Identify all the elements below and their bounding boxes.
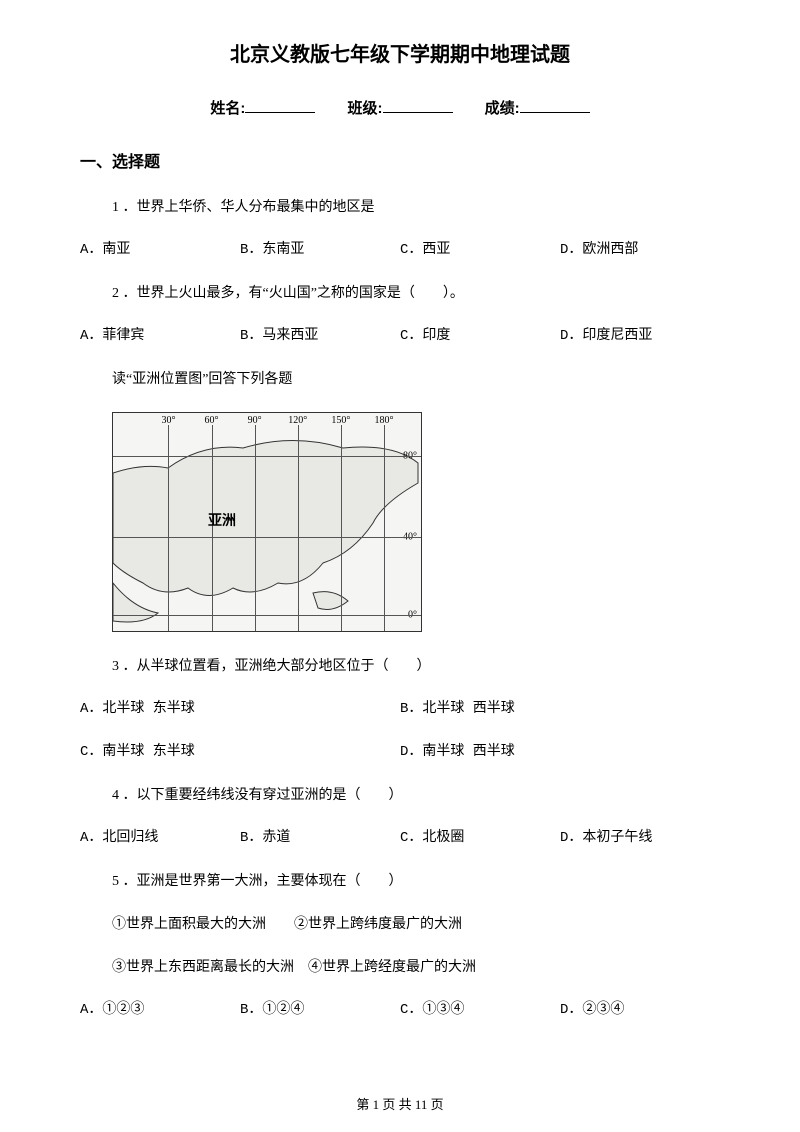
question-4: 4 ．以下重要经纬线没有穿过亚洲的是（ ） (80, 785, 720, 806)
question-2: 2 ．世界上火山最多，有“火山国”之称的国家是（ ）。 (80, 283, 720, 304)
q5-opt-c[interactable]: C．①③④ (400, 1000, 560, 1021)
score-blank[interactable] (520, 98, 590, 113)
class-label: 班级: (348, 100, 383, 117)
class-blank[interactable] (383, 98, 453, 113)
q3-opt-c[interactable]: C．南半球 东半球 (80, 742, 400, 763)
section-heading-1: 一、选择题 (80, 151, 720, 175)
question-5: 5 ．亚洲是世界第一大洲，主要体现在（ ） (80, 871, 720, 892)
gridline-h (113, 456, 421, 457)
q1-opt-c[interactable]: C．西亚 (400, 240, 560, 261)
q2-opt-d[interactable]: D．印度尼西亚 (560, 326, 720, 347)
q5-opt-b[interactable]: B．①②④ (240, 1000, 400, 1021)
question-1: 1 ．世界上华侨、华人分布最集中的地区是 (80, 197, 720, 218)
question-2-options: A．菲律宾 B．马来西亚 C．印度 D．印度尼西亚 (80, 326, 720, 347)
q1-opt-d[interactable]: D．欧洲西部 (560, 240, 720, 261)
q4-opt-d[interactable]: D．本初子午线 (560, 828, 720, 849)
asia-map-figure: 30° 60° 90° 120° 150° 180° 80° 40° 0° 亚洲 (112, 412, 422, 632)
q2-opt-b[interactable]: B．马来西亚 (240, 326, 400, 347)
name-label: 姓名: (210, 100, 245, 117)
q2-opt-c[interactable]: C．印度 (400, 326, 560, 347)
q3-opt-a[interactable]: A．北半球 东半球 (80, 699, 400, 720)
name-blank[interactable] (245, 98, 315, 113)
asia-landmass-svg (113, 413, 422, 632)
q2-opt-a[interactable]: A．菲律宾 (80, 326, 240, 347)
q3-opt-b[interactable]: B．北半球 西半球 (400, 699, 720, 720)
exam-title: 北京义教版七年级下学期期中地理试题 (80, 40, 720, 70)
question-5-line3: ③世界上东西距离最长的大洲 ④世界上跨经度最广的大洲 (80, 957, 720, 978)
map-intro: 读“亚洲位置图”回答下列各题 (80, 369, 720, 390)
question-5-line2: ①世界上面积最大的大洲 ②世界上跨纬度最广的大洲 (80, 914, 720, 935)
gridline-h (113, 537, 421, 538)
q4-opt-a[interactable]: A．北回归线 (80, 828, 240, 849)
student-info-line: 姓名: 班级: 成绩: (80, 98, 720, 121)
question-4-options: A．北回归线 B．赤道 C．北极圈 D．本初子午线 (80, 828, 720, 849)
q5-opt-d[interactable]: D．②③④ (560, 1000, 720, 1021)
question-3: 3 ．从半球位置看，亚洲绝大部分地区位于（ ） (80, 656, 720, 677)
question-5-options: A．①②③ B．①②④ C．①③④ D．②③④ (80, 1000, 720, 1021)
score-label: 成绩: (485, 100, 520, 117)
asia-region-label: 亚洲 (208, 511, 236, 532)
q5-opt-a[interactable]: A．①②③ (80, 1000, 240, 1021)
q4-opt-b[interactable]: B．赤道 (240, 828, 400, 849)
q1-opt-a[interactable]: A．南亚 (80, 240, 240, 261)
q4-opt-c[interactable]: C．北极圈 (400, 828, 560, 849)
page-footer: 第 1 页 共 11 页 (0, 1095, 800, 1115)
q3-opt-d[interactable]: D．南半球 西半球 (400, 742, 720, 763)
question-3-options: A．北半球 东半球 B．北半球 西半球 C．南半球 东半球 D．南半球 西半球 (80, 699, 720, 763)
gridline-h (113, 615, 421, 616)
q1-opt-b[interactable]: B．东南亚 (240, 240, 400, 261)
question-1-options: A．南亚 B．东南亚 C．西亚 D．欧洲西部 (80, 240, 720, 261)
